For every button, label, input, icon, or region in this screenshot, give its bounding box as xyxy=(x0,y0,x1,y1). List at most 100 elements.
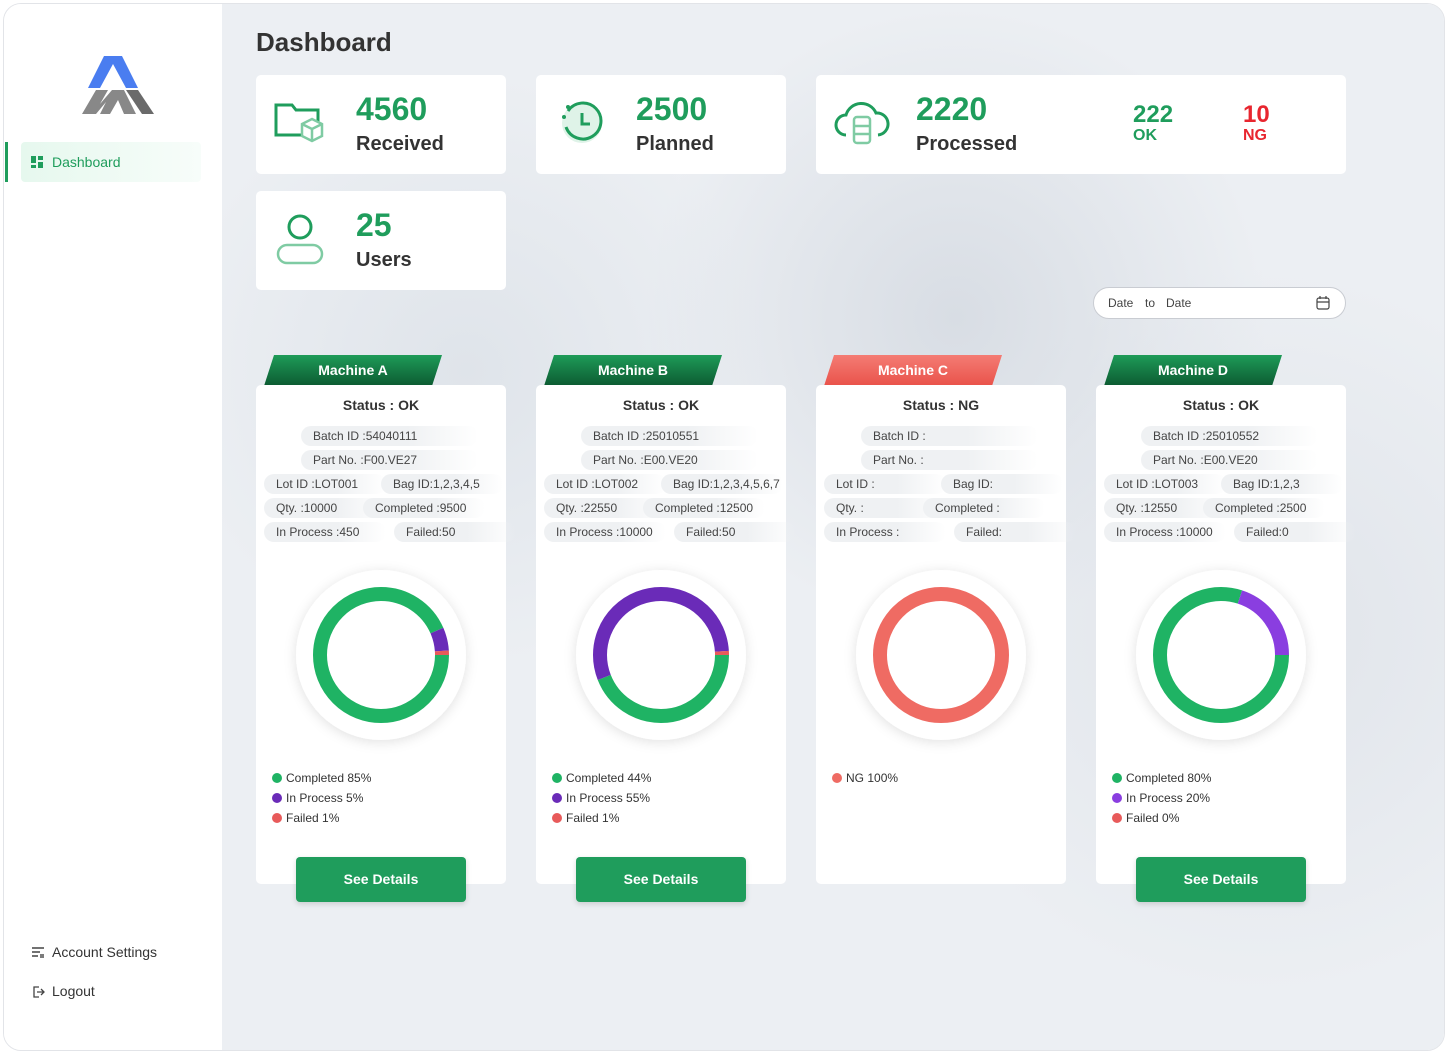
logo xyxy=(82,56,154,114)
stat-card: 2500 Planned xyxy=(536,75,786,174)
field-value: 1,2,3,4,5,6,7 xyxy=(713,477,780,491)
nav-label: Dashboard xyxy=(52,154,121,170)
field-value: 0 xyxy=(1282,525,1289,539)
info-field: Qty. :22550 xyxy=(544,498,666,518)
legend-dot xyxy=(272,813,282,823)
info-field: In Process :10000 xyxy=(544,522,666,542)
field-value: 1,2,3,4,5 xyxy=(433,477,480,491)
legend-dot xyxy=(552,773,562,783)
stat-sub-value: 222 xyxy=(1133,101,1174,128)
machine-tab xyxy=(1104,355,1282,386)
machine-name: Machine C xyxy=(877,362,948,378)
stat-sub-value: 10 xyxy=(1243,101,1270,128)
nav-label[interactable]: Logout xyxy=(52,983,95,999)
stat-label: Processed xyxy=(916,133,1018,155)
legend-value: 5% xyxy=(346,791,364,805)
field-value: 25010551 xyxy=(645,429,700,443)
field-label: Lot ID : xyxy=(556,477,595,491)
field-value: 54040111 xyxy=(365,429,418,443)
nav-icon xyxy=(31,156,43,168)
legend-item: Failed 0% xyxy=(1112,811,1179,825)
legend-name: Failed xyxy=(1126,811,1159,825)
field-label: Completed : xyxy=(935,501,1000,515)
stat-card: 4560 Received xyxy=(256,75,506,174)
field-label: In Process : xyxy=(836,525,900,539)
field-value: 9500 xyxy=(439,501,467,515)
stat-value: 25 xyxy=(356,207,392,243)
stat-label: Received xyxy=(356,133,444,155)
field-label: Failed: xyxy=(686,525,723,539)
stat-icon xyxy=(274,103,324,143)
info-field: Bag ID:1,2,3,4,5 xyxy=(381,474,503,494)
machine-tab xyxy=(824,355,1002,386)
field-label: Batch ID : xyxy=(1153,429,1206,443)
info-field: Completed : xyxy=(923,498,1045,518)
settings-icon xyxy=(32,947,44,958)
field-label: Bag ID: xyxy=(673,477,714,491)
info-field: Part No. :E00.VE20 xyxy=(1141,450,1318,470)
info-field: Batch ID :54040111 xyxy=(301,426,478,446)
info-field: In Process :450 xyxy=(264,522,386,542)
info-field: Failed: xyxy=(954,522,1076,542)
legend-item: Completed 44% xyxy=(552,771,651,785)
nav-label[interactable]: Account Settings xyxy=(52,944,158,960)
field-value: LOT003 xyxy=(1154,477,1199,491)
field-value: 12550 xyxy=(1143,501,1178,515)
calendar-icon xyxy=(1316,296,1330,310)
info-field: Failed:0 xyxy=(1234,522,1356,542)
legend-name: Failed xyxy=(566,811,599,825)
field-label: Completed : xyxy=(1215,501,1280,515)
field-label: Failed: xyxy=(406,525,443,539)
donut-chart xyxy=(296,570,466,740)
donut-chart xyxy=(856,570,1026,740)
legend-value: 44% xyxy=(627,771,652,785)
machine-tab-shape xyxy=(1104,355,1282,386)
field-value: F00.VE27 xyxy=(363,453,418,467)
field-value: 1,2,3 xyxy=(1273,477,1300,491)
date-to: Date xyxy=(1166,296,1192,310)
info-field: Completed :12500 xyxy=(643,498,765,518)
legend-name: Completed xyxy=(566,771,625,785)
info-field: Bag ID: xyxy=(941,474,1063,494)
legend-value: 1% xyxy=(602,811,620,825)
legend-value: 1% xyxy=(322,811,340,825)
donut-segment xyxy=(593,587,729,723)
legend-item: In Process 5% xyxy=(272,791,363,805)
date-separator: to xyxy=(1145,296,1156,310)
machine-name: Machine A xyxy=(318,362,388,378)
info-field: Part No. :E00.VE20 xyxy=(581,450,758,470)
date-range[interactable]: Date to Date xyxy=(1093,287,1346,319)
legend-dot xyxy=(272,793,282,803)
see-details-button[interactable]: See Details xyxy=(1136,857,1306,902)
machine-status: Status : OK xyxy=(342,397,420,413)
legend-name: In Process xyxy=(1126,791,1183,805)
legend-item: Completed 85% xyxy=(272,771,371,785)
field-label: Failed: xyxy=(966,525,1003,539)
machine-tab-shape xyxy=(824,355,1002,386)
machine-card: Status : OK Batch ID :25010551 Part No. :E… xyxy=(536,385,796,902)
stat-card: 2220 Processed 222 OK 10 NG xyxy=(816,75,1346,174)
page-title: Dashboard xyxy=(256,27,392,57)
donut-chart xyxy=(1136,570,1306,740)
legend-name: In Process xyxy=(286,791,343,805)
field-value: 10000 xyxy=(303,501,338,515)
field-label: Bag ID: xyxy=(1233,477,1274,491)
field-value: 50 xyxy=(722,525,736,539)
date-from: Date xyxy=(1108,296,1134,310)
machine-name: Machine D xyxy=(1157,362,1228,378)
legend-dot xyxy=(1112,793,1122,803)
field-value: LOT001 xyxy=(314,477,359,491)
legend-dot xyxy=(1112,813,1122,823)
info-field: Failed:50 xyxy=(674,522,796,542)
nav-item[interactable]: Dashboard xyxy=(21,142,201,182)
legend-value: 85% xyxy=(347,771,372,785)
field-label: Qty. : xyxy=(836,501,864,515)
see-details-button[interactable]: See Details xyxy=(296,857,466,902)
field-label: Bag ID: xyxy=(393,477,434,491)
field-label: Failed: xyxy=(1246,525,1283,539)
info-field: Lot ID : xyxy=(824,474,946,494)
legend-item: Completed 80% xyxy=(1112,771,1211,785)
see-details-button[interactable]: See Details xyxy=(576,857,746,902)
info-field: Lot ID :LOT002 xyxy=(544,474,666,494)
